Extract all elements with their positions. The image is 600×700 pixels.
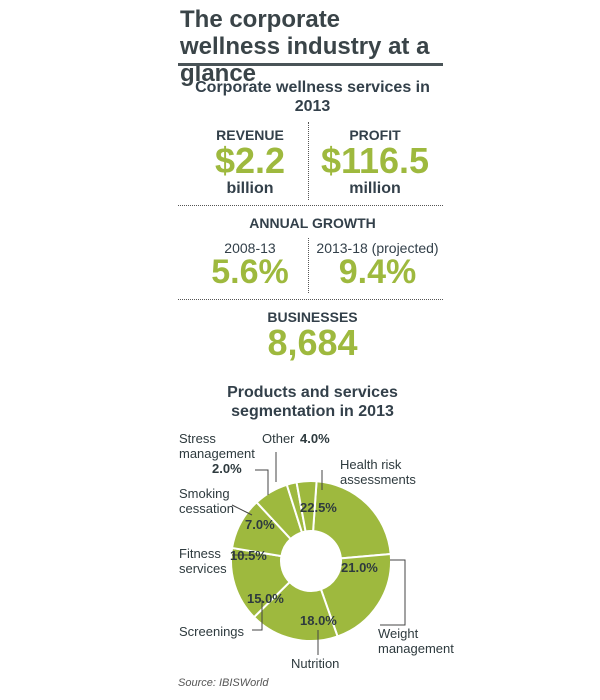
- page-title: The corporate wellness industry at a gla…: [180, 6, 430, 87]
- divider-vertical-mid: [308, 238, 309, 293]
- profit-value: $116.5: [320, 140, 430, 181]
- donut-slice-0: [312, 480, 392, 560]
- leader-lines: [231, 452, 406, 655]
- leader-screenings: [252, 600, 263, 631]
- profit-unit: million: [349, 180, 401, 197]
- revenue-value: $2.2: [214, 140, 286, 181]
- businesses-value: 8,684: [267, 322, 358, 363]
- slice-value-other: 4.0%: [300, 431, 330, 446]
- slice-value-health-risk: 22.5%: [300, 500, 337, 515]
- divider-horizontal-1: [178, 205, 443, 206]
- growth-period2-label: 2013-18 (projected): [316, 240, 439, 256]
- growth-period1-value: 5.6%: [211, 253, 289, 291]
- slice-value-stress: 2.0%: [212, 461, 242, 476]
- slice-label-smoking: Smoking cessation: [179, 486, 234, 516]
- slice-label-nutrition: Nutrition: [291, 656, 340, 671]
- revenue-label: REVENUE: [216, 127, 284, 143]
- divider-vertical-top: [308, 122, 309, 200]
- revenue-unit: billion: [226, 180, 274, 197]
- slice-value-screenings: 15.0%: [247, 591, 284, 606]
- leader-weight-management: [380, 559, 406, 626]
- services-heading: Corporate wellness services in 2013: [195, 79, 430, 115]
- segmentation-heading: Products and services segmentation in 20…: [227, 384, 398, 420]
- slice-label-screenings: Screenings: [179, 624, 245, 639]
- slice-label-other: Other: [262, 431, 295, 446]
- growth-period1-label: 2008-13: [224, 240, 276, 256]
- slice-value-nutrition: 18.0%: [300, 613, 337, 628]
- growth-period2-value: 9.4%: [338, 253, 417, 291]
- profit-label: PROFIT: [349, 127, 401, 143]
- leader-smoking: [231, 504, 253, 516]
- growth-heading: ANNUAL GROWTH: [249, 215, 376, 231]
- donut-slices: [230, 480, 392, 642]
- slice-label-stress: Stress management: [179, 431, 255, 461]
- slice-label-fitness: Fitness services: [179, 546, 227, 576]
- businesses-label: BUSINESSES: [267, 309, 358, 325]
- title-rule: [178, 63, 443, 66]
- donut-slice-7: [295, 480, 318, 533]
- slice-label-health-risk: Health risk assessments: [340, 457, 416, 487]
- divider-horizontal-2: [178, 299, 443, 300]
- leader-stress: [255, 469, 269, 495]
- slice-value-fitness: 10.5%: [230, 548, 267, 563]
- slice-label-weight-management: Weight management: [378, 626, 454, 656]
- source-note: Source: IBISWorld: [178, 677, 269, 689]
- slice-value-weight-management: 21.0%: [341, 560, 378, 575]
- slice-value-smoking: 7.0%: [245, 517, 275, 532]
- donut-slice-1: [319, 552, 392, 638]
